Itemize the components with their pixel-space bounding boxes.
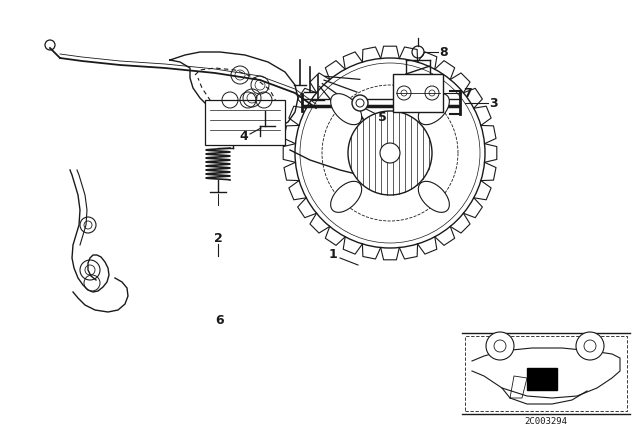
Ellipse shape xyxy=(331,94,362,125)
Circle shape xyxy=(494,340,506,352)
Circle shape xyxy=(486,332,514,360)
Text: 5: 5 xyxy=(378,111,387,124)
Text: 2: 2 xyxy=(214,232,222,245)
Circle shape xyxy=(576,332,604,360)
Bar xyxy=(393,74,443,112)
Text: 3: 3 xyxy=(490,96,499,109)
Circle shape xyxy=(584,340,596,352)
Text: 4: 4 xyxy=(239,129,248,142)
Bar xyxy=(205,100,285,145)
Bar xyxy=(527,368,557,390)
Text: 2C003294: 2C003294 xyxy=(525,417,568,426)
Circle shape xyxy=(380,143,400,163)
Text: 7: 7 xyxy=(463,86,472,99)
Ellipse shape xyxy=(419,181,449,212)
Circle shape xyxy=(348,111,432,195)
Text: 6: 6 xyxy=(216,314,224,327)
Ellipse shape xyxy=(331,181,362,212)
Text: 8: 8 xyxy=(440,46,448,59)
Ellipse shape xyxy=(419,94,449,125)
Text: 1: 1 xyxy=(328,247,337,260)
Circle shape xyxy=(352,95,368,111)
